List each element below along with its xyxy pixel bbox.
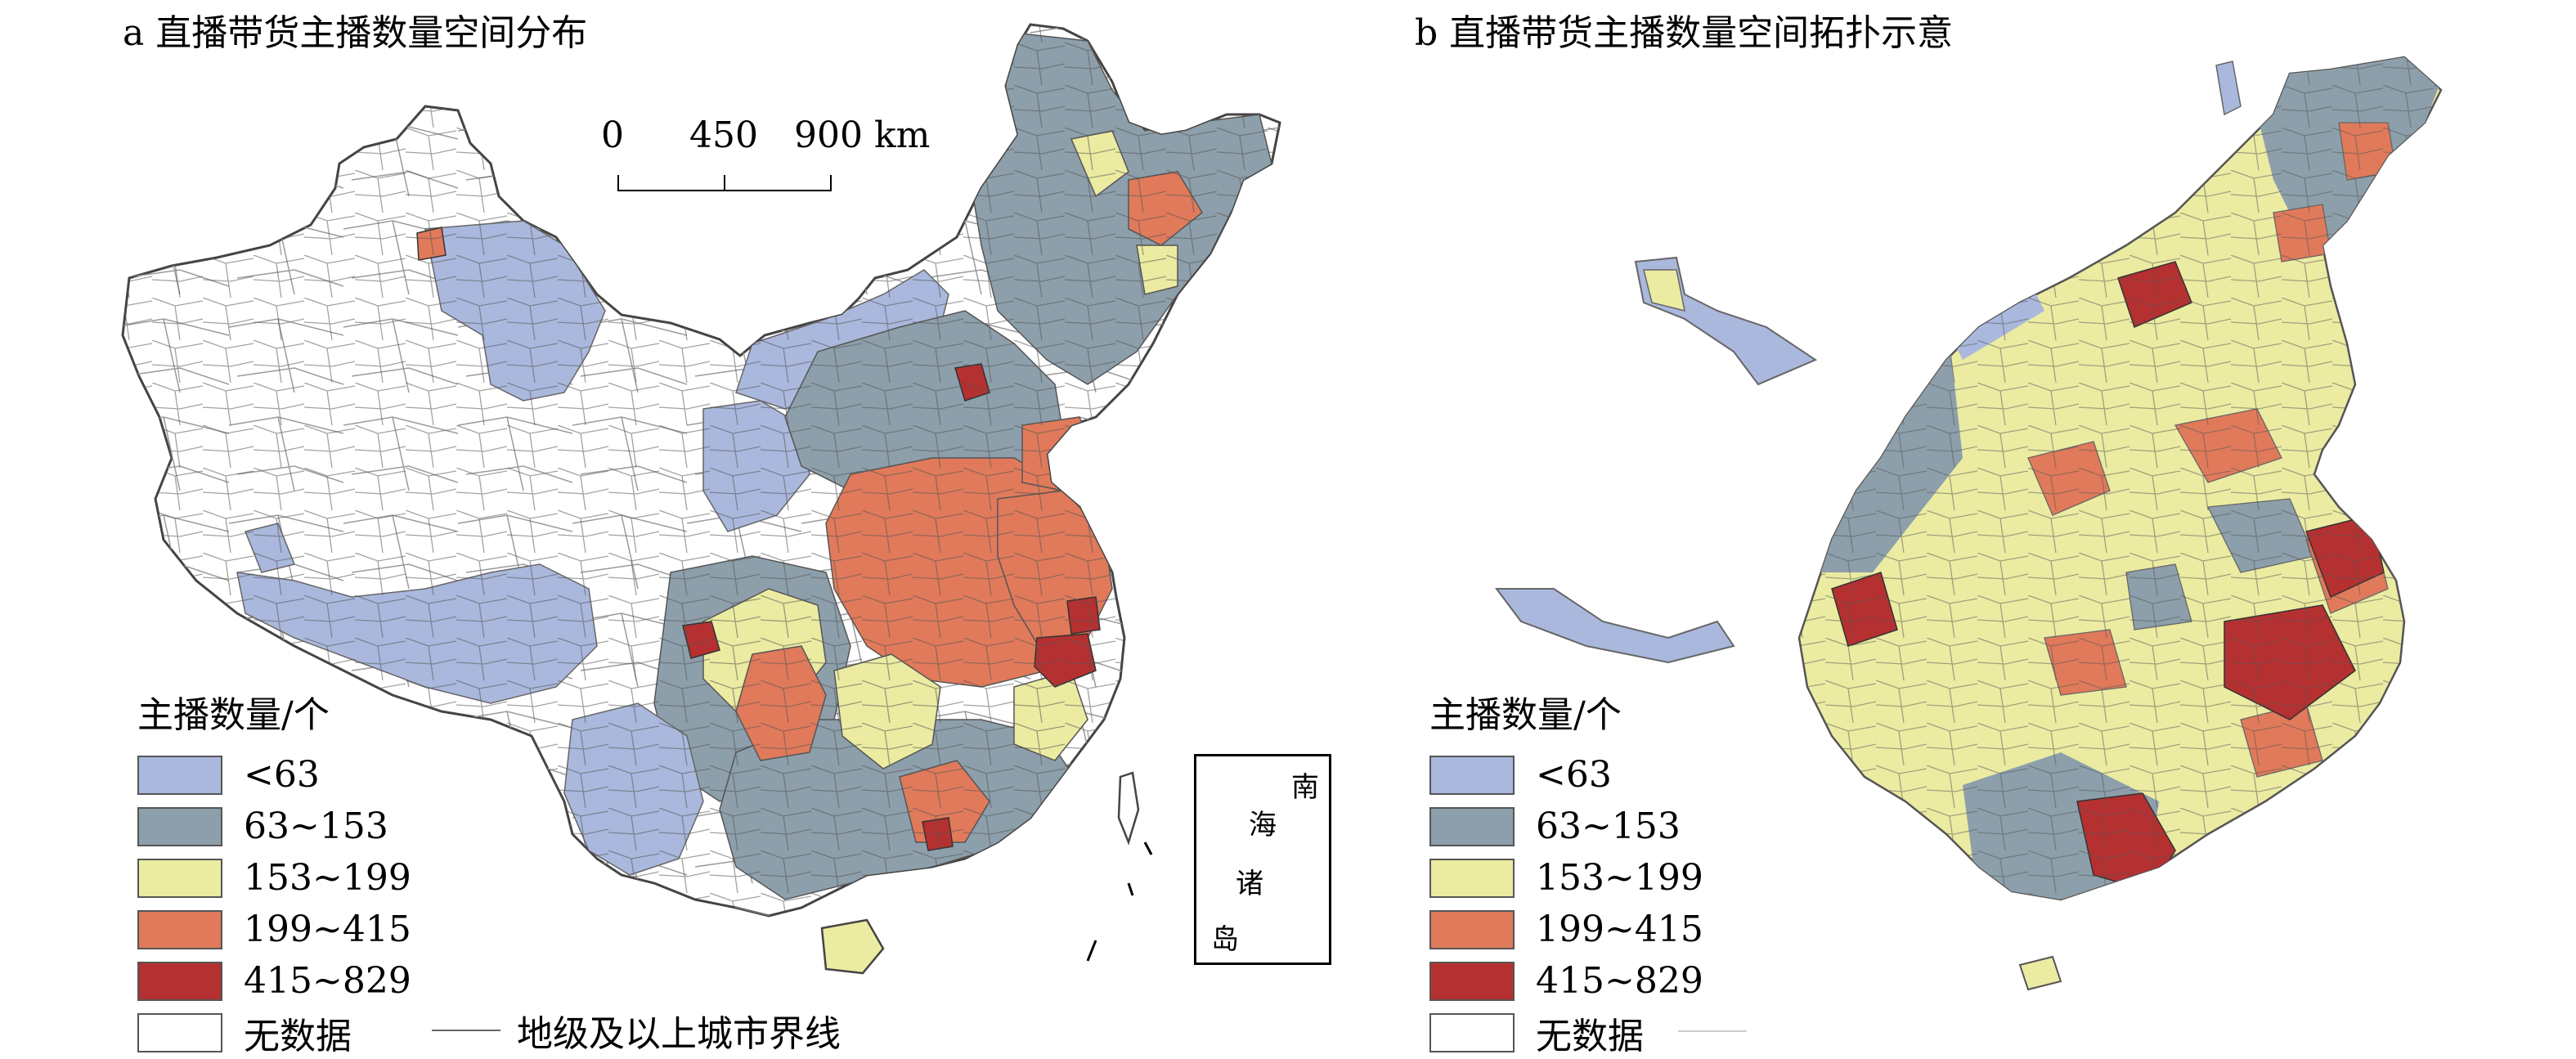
boundary-line-symbol xyxy=(1678,1030,1747,1032)
legend-swatch xyxy=(1429,755,1515,795)
legend-swatch xyxy=(1429,961,1515,1001)
legend-row: 415~829 xyxy=(137,955,411,1007)
scale-label-900: 900 km xyxy=(794,114,931,156)
legend-label: <63 xyxy=(1536,754,1612,796)
inset-label-nan: 南 xyxy=(1291,771,1319,804)
boundary-legend-b xyxy=(1678,1030,1763,1032)
legend-row: 无数据 xyxy=(1429,1007,1703,1058)
legend-label: 153~199 xyxy=(1536,857,1703,899)
legend-label: 63~153 xyxy=(244,805,388,847)
legend-row: <63 xyxy=(1429,749,1703,801)
legend-label: 415~829 xyxy=(1536,960,1703,1002)
cart-fragment-hainan xyxy=(2018,955,2062,991)
boundary-legend: 地级及以上城市界线 xyxy=(432,1004,841,1057)
legend-swatch xyxy=(137,755,222,795)
legend-row: <63 xyxy=(137,749,411,801)
legend-label: 153~199 xyxy=(244,857,411,899)
hainan-island xyxy=(820,918,885,975)
legend-label: 63~153 xyxy=(1536,805,1681,847)
legend-row: 63~153 xyxy=(1429,801,1703,852)
legend-row: 153~199 xyxy=(137,852,411,904)
legend-row: 199~415 xyxy=(137,904,411,955)
cart-fragment-northeast-tip xyxy=(2215,61,2242,116)
scale-label-0: 0 xyxy=(601,114,624,156)
legend-title: 主播数量/个 xyxy=(1429,694,1622,736)
legend-row: 无数据 xyxy=(137,1007,411,1058)
legend-swatch xyxy=(1429,1012,1515,1052)
legend-label: <63 xyxy=(244,754,320,796)
legend-swatch xyxy=(1429,909,1515,949)
dash-lines xyxy=(1086,841,1153,962)
panel-a-title: a 直播带货主播数量空间分布 xyxy=(123,12,588,54)
panel-b-title: b 直播带货主播数量空间拓扑示意 xyxy=(1415,12,1954,54)
legend-label: 199~415 xyxy=(244,909,411,950)
cart-fragment-xinjiang-yellow xyxy=(1643,269,1685,312)
legend-label: 199~415 xyxy=(1536,909,1703,950)
legend-row: 63~153 xyxy=(137,801,411,852)
legend-row: 199~415 xyxy=(1429,904,1703,955)
legend-swatch xyxy=(1429,806,1515,846)
inset-label-dao: 岛 xyxy=(1211,923,1239,956)
legend-b: 主播数量/个 <63 63~153 153~199 199~415 415~82… xyxy=(1429,685,1703,1058)
scale-bar-mid-tick xyxy=(724,175,725,191)
legend-swatch xyxy=(137,858,222,898)
boundary-label: 地级及以上城市界线 xyxy=(517,1013,841,1055)
inset-label-zhu: 诸 xyxy=(1236,868,1263,900)
legend-row: 415~829 xyxy=(1429,955,1703,1007)
legend-swatch xyxy=(137,909,222,949)
legend-swatch xyxy=(137,961,222,1001)
legend-swatch xyxy=(137,806,222,846)
taiwan-island xyxy=(1117,771,1140,846)
legend-swatch xyxy=(137,1012,222,1052)
legend-label: 415~829 xyxy=(244,960,411,1002)
legend-a: 主播数量/个 <63 63~153 153~199 199~415 415~82… xyxy=(137,685,411,1058)
legend-title: 主播数量/个 xyxy=(137,694,330,736)
legend-label: 无数据 xyxy=(244,1015,352,1057)
scale-label-450: 450 xyxy=(689,114,758,156)
legend-row: 153~199 xyxy=(1429,852,1703,904)
boundary-line-symbol xyxy=(432,1030,500,1031)
legend-swatch xyxy=(1429,858,1515,898)
cart-fragment-tibet xyxy=(1495,588,1735,664)
south-china-sea-inset: 南 海 诸 岛 xyxy=(1194,754,1331,965)
legend-label: 无数据 xyxy=(1536,1015,1644,1057)
inset-label-hai: 海 xyxy=(1249,809,1277,841)
